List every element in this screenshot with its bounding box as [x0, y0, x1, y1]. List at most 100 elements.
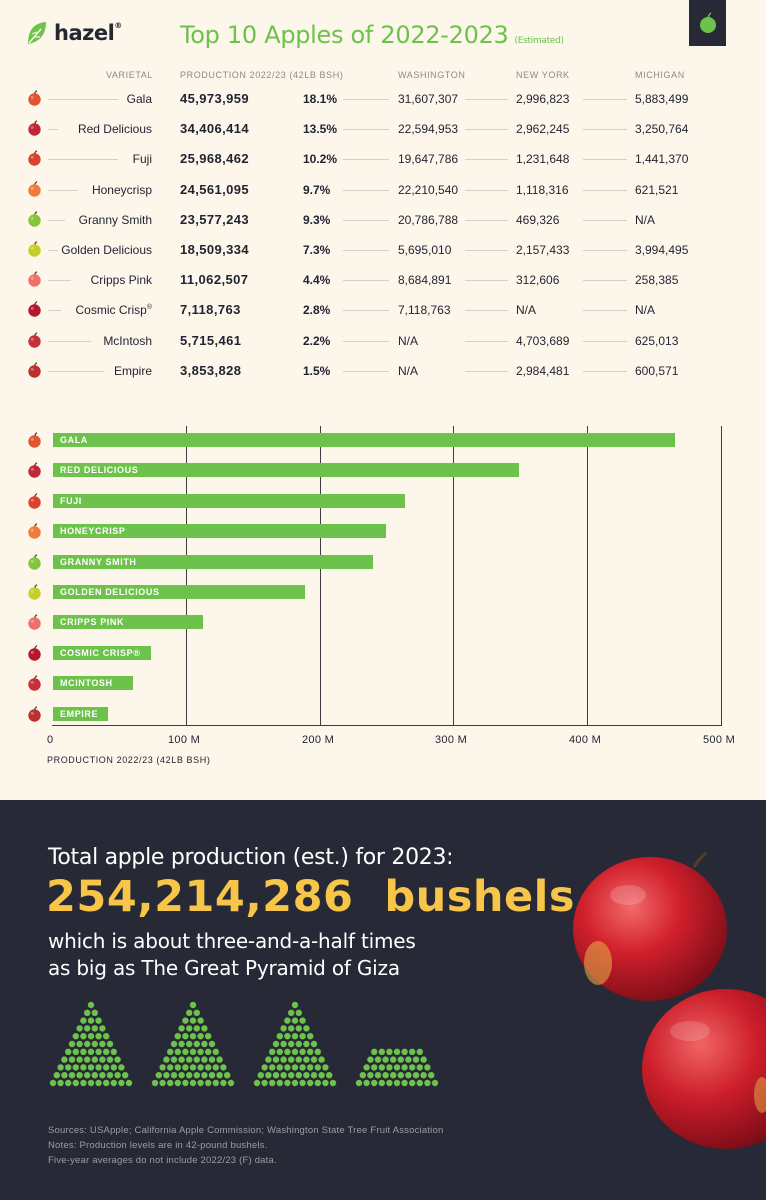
pyramid-dot	[329, 1079, 337, 1087]
pyramid-dot	[295, 1025, 302, 1032]
pyramid-dot	[220, 1079, 227, 1087]
apple-icon	[28, 241, 41, 257]
pyramid-dot	[288, 1056, 295, 1063]
leader-line	[583, 371, 627, 372]
pyramid-dot	[390, 1072, 397, 1079]
leader-line	[48, 371, 105, 372]
apple-icon	[28, 675, 41, 691]
pyramid-dot	[174, 1064, 181, 1071]
pyramid-dot	[159, 1064, 166, 1071]
pyramid-comparison: which is about three-and-a-half times as…	[48, 929, 416, 980]
bar: FUJI	[53, 494, 405, 508]
pyramid-dot	[72, 1079, 80, 1087]
bar: HONEYCRISP	[53, 524, 386, 538]
pyramid-dot	[163, 1072, 170, 1079]
apple-icon	[28, 645, 41, 661]
pyramid-dot	[265, 1072, 272, 1079]
pyramid-dot	[212, 1064, 219, 1071]
pyramid-dot	[178, 1025, 185, 1032]
pyramid-dot	[205, 1033, 212, 1040]
pyramid-dot	[186, 1025, 193, 1032]
production-value: 24,561,095	[180, 182, 250, 197]
pyramid-dot	[68, 1072, 76, 1079]
pyramid-dot	[57, 1079, 64, 1087]
pyramid-dot	[174, 1048, 181, 1055]
variety-name: Granny Smith	[78, 213, 152, 227]
pyramid-dot	[186, 1040, 193, 1048]
pyramid-dot	[299, 1079, 306, 1087]
pyramid-dot	[371, 1048, 378, 1055]
pyramid-dot	[367, 1056, 374, 1063]
apple-icon	[28, 90, 41, 106]
apple-icon	[28, 432, 41, 448]
michigan-value: 621,521	[635, 183, 679, 197]
pyramid-dot	[167, 1064, 174, 1071]
leader-line	[465, 341, 508, 342]
pyramid-dot	[125, 1079, 133, 1087]
variety-name: Cosmic Crisp®	[75, 303, 152, 317]
pyramid-dot	[87, 1033, 95, 1040]
pyramid-dot	[284, 1017, 291, 1024]
pyramid-dot	[201, 1025, 208, 1032]
pyramid-dot	[227, 1079, 235, 1087]
pyramid-dot	[257, 1072, 264, 1079]
pyramid-dot	[106, 1072, 114, 1079]
share-value: 2.8%	[303, 303, 331, 317]
pyramid-dot	[284, 1033, 291, 1040]
leader-line	[465, 190, 508, 191]
pyramid-dot	[310, 1040, 318, 1048]
pyramid-dot	[424, 1064, 431, 1071]
apple-icon	[28, 301, 41, 317]
pyramid-dot	[303, 1072, 310, 1079]
pyramid-dot	[310, 1056, 318, 1063]
pyramid-dot	[416, 1064, 423, 1071]
production-value: 7,118,763	[180, 302, 241, 317]
pyramid-dot	[65, 1048, 72, 1055]
pyramid-dot	[322, 1064, 329, 1071]
pyramid-dot	[178, 1056, 185, 1063]
pyramid-dot	[318, 1072, 325, 1079]
variety-name: Cripps Pink	[90, 273, 152, 287]
washington-value: 31,607,307	[398, 92, 459, 106]
pyramid-dot	[84, 1040, 91, 1048]
table-row: Fuji 25,968,462 10.2% 19,647,786 1,231,648 1,…	[0, 149, 766, 169]
units-note: Notes: Production levels are in 42-pound…	[48, 1140, 268, 1151]
pyramid-dot	[95, 1048, 102, 1055]
col-head-washington: WASHINGTON	[398, 70, 466, 80]
pyramid-dot	[197, 1064, 204, 1071]
new-york-value: 1,231,648	[516, 152, 570, 166]
pyramid-dot	[386, 1048, 393, 1055]
pyramid-dot	[303, 1056, 310, 1063]
table-row: Red Delicious 34,406,414 13.5% 22,594,953 2,…	[0, 119, 766, 139]
pyramid-dot	[291, 1033, 299, 1040]
michigan-value: 5,883,499	[635, 92, 689, 106]
pyramid-dot	[318, 1056, 325, 1063]
pyramid-dot	[122, 1072, 129, 1079]
pyramid-dot	[284, 1064, 291, 1071]
variety-name: Honeycrisp	[91, 183, 152, 197]
pyramid-dot	[84, 1072, 91, 1079]
bar: GALA	[53, 433, 675, 447]
pyramid-dot	[72, 1048, 80, 1055]
new-york-value: N/A	[516, 303, 537, 317]
title-subtitle: (Estimated)	[514, 36, 565, 46]
pyramid-dot	[186, 1072, 193, 1079]
table-row: Granny Smith 23,577,243 9.3% 20,786,788 469,…	[0, 210, 766, 230]
pyramid-dot	[197, 1048, 204, 1055]
x-tick-label: 300 M	[435, 734, 468, 746]
apple-icon	[28, 462, 41, 478]
pyramid-dot	[197, 1033, 204, 1040]
bar: COSMIC CRISP®	[53, 646, 151, 660]
pyramid-dot	[208, 1040, 216, 1048]
pyramid-dot	[151, 1079, 159, 1087]
apple-icon	[28, 523, 41, 539]
leader-line	[465, 129, 508, 130]
share-value: 10.2%	[303, 152, 338, 166]
bar-apple	[27, 554, 42, 575]
pyramid-dot	[91, 1056, 99, 1063]
leader-line	[583, 250, 627, 251]
x-tick-label: 400 M	[569, 734, 602, 746]
pyramid-dot	[272, 1040, 280, 1048]
pyramid-dot	[76, 1072, 83, 1079]
pyramid-dot	[216, 1072, 223, 1079]
